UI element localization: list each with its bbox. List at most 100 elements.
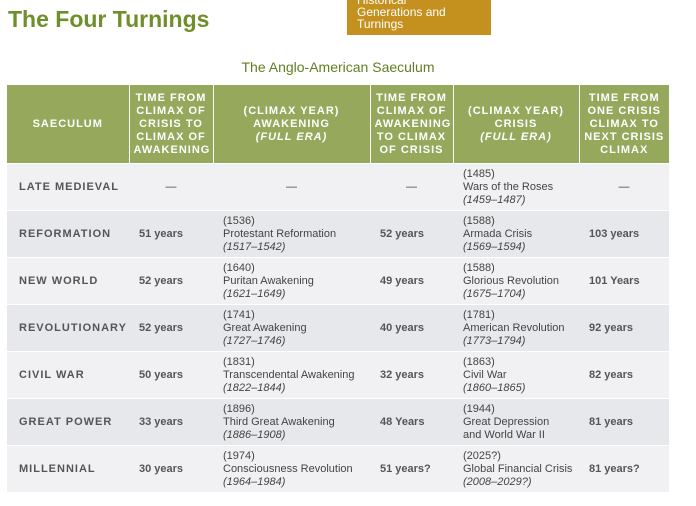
column-header: TIME FROM CLIMAX OF CRISIS TO CLIMAX OF …	[128, 85, 213, 164]
saeculum-cell: Civil War	[7, 351, 129, 399]
value-cell: 48 Years	[370, 398, 453, 446]
event-era: (1822–1844)	[223, 381, 286, 394]
cell-text: —	[618, 180, 630, 193]
cell-text: 49 years	[380, 274, 425, 287]
saeculum-cell: Revolutionary	[7, 304, 129, 352]
value-cell: 81 years	[579, 398, 669, 446]
column-header: TIME FROM CLIMAX OF AWAKENING TO CLIMAX …	[369, 85, 453, 164]
column-header: SAECULUM	[7, 85, 129, 164]
event-year: (1485)	[463, 167, 495, 180]
value-cell: 32 years	[370, 351, 453, 399]
event-name: Glorious Revolution	[463, 274, 559, 287]
event-cell: (1831) Transcendental Awakening (1822–1844…	[213, 351, 370, 399]
saeculum-cell: Late Medieval	[7, 163, 129, 211]
event-year: (2025?)	[463, 449, 501, 462]
cell-text: 52 years	[139, 274, 184, 287]
table-row: Late Medieval — — — (1485) Wars of the Roses(…	[7, 163, 669, 211]
cell-text: —	[165, 180, 177, 193]
value-cell: 50 years	[129, 351, 213, 399]
event-name: Great Depression	[463, 415, 550, 428]
header-row: SAECULUM TIME FROM CLIMAX OF CRISIS TO CL…	[7, 85, 669, 164]
event-cell: (1536) Protestant Reformation (1517–1542)	[213, 210, 370, 258]
event-name: Protestant Reformation	[223, 227, 337, 240]
column-header: (CLIMAX YEAR) AWAKENING (FULL ERA)	[212, 85, 370, 164]
event-year: (1863)	[463, 355, 495, 368]
event-year: (1831)	[223, 355, 255, 368]
table-row: Civil War 50 years (1831) Transcendental Aw…	[7, 351, 669, 399]
event-era: (1964–1984)	[223, 475, 286, 488]
cell-text: 82 years	[589, 368, 634, 381]
cell-text: 92 years	[589, 321, 634, 334]
event-name: Puritan Awakening	[223, 274, 314, 287]
event-name: American Revolution	[463, 321, 565, 334]
value-cell: 101 Years	[579, 257, 669, 305]
table-row: Millennial 30 years (1974) Consciousness Re…	[7, 445, 669, 492]
header-em: (FULL ERA)	[255, 130, 328, 143]
header-text: TIME FROM CLIMAX OF AWAKENING TO CLIMAX …	[374, 91, 452, 156]
event-era: (1621–1649)	[223, 287, 286, 300]
event-era: (1675–1704)	[463, 287, 526, 300]
event-name: Global Financial Crisis	[463, 462, 573, 475]
nav-box[interactable]: Historical Generations and Turnings	[347, 0, 491, 35]
value-cell: —	[579, 163, 669, 211]
event-year: (1781)	[463, 308, 495, 321]
cell-text: 50 years	[139, 368, 184, 381]
event-year: (1588)	[463, 261, 495, 274]
cell-text: 103 years	[589, 227, 640, 240]
value-cell: —	[213, 163, 370, 211]
event-era: (1886–1908)	[223, 428, 286, 441]
value-cell: 82 years	[579, 351, 669, 399]
value-cell: 103 years	[579, 210, 669, 258]
table-row: Reformation 51 years (1536) Protestant Refo…	[7, 210, 669, 258]
value-cell: 51 years?	[370, 445, 453, 492]
value-cell: 92 years	[579, 304, 669, 352]
header-em: (FULL ERA)	[480, 130, 552, 143]
event-cell: (1741) Great Awakening (1727–1746)	[213, 304, 370, 352]
event-era: (1860–1865)	[463, 381, 526, 394]
event-cell: (1781) American Revolution (1773–1794)	[453, 304, 579, 352]
value-cell: —	[129, 163, 213, 211]
cell-text: 81 years?	[589, 462, 640, 475]
header-text: SAECULUM	[32, 117, 103, 130]
value-cell: 30 years	[129, 445, 213, 492]
value-cell: 49 years	[370, 257, 453, 305]
event-era: (1517–1542)	[223, 240, 286, 253]
event-cell: (2025?) Global Financial Crisis (2008–2029…	[453, 445, 579, 492]
cell-text: 40 years	[380, 321, 425, 334]
cell-text: 33 years	[139, 415, 184, 428]
column-header: TIME FROM ONE CRISIS CLIMAX TO NEXT CRIS…	[578, 85, 669, 164]
header-text: (CLIMAX YEAR) AWAKENING	[243, 104, 340, 130]
event-cell: (1588) Glorious Revolution (1675–1704)	[453, 257, 579, 305]
column-header: (CLIMAX YEAR) CRISIS (FULL ERA)	[452, 85, 579, 164]
cell-text: 51 years?	[380, 462, 431, 475]
event-cell: (1944) Great Depression and World War II	[453, 398, 579, 446]
event-name: Consciousness Revolution	[223, 462, 353, 475]
event-name: and World War II	[463, 428, 545, 441]
event-year: (1741)	[223, 308, 255, 321]
nav-box-label: Historical Generations and Turnings	[357, 0, 446, 31]
event-cell: (1974) Consciousness Revolution (1964–1984…	[213, 445, 370, 492]
cell-text: 81 years	[589, 415, 634, 428]
event-name: Civil War	[463, 368, 507, 381]
event-era: (1459–1487)	[463, 193, 526, 206]
table-row: Great Power 33 years (1896) Third Great Awa…	[7, 398, 669, 446]
event-name: Transcendental Awakening	[223, 368, 355, 381]
event-era: (1569–1594)	[463, 240, 526, 253]
table-row: Revolutionary 52 years (1741) Great Awakeni…	[7, 304, 669, 352]
cell-text: 52 years	[380, 227, 425, 240]
saeculum-cell: New World	[7, 257, 129, 305]
cell-text: Reformation	[19, 227, 112, 240]
event-cell: (1640) Puritan Awakening (1621–1649)	[213, 257, 370, 305]
value-cell: 33 years	[129, 398, 213, 446]
event-year: (1896)	[223, 402, 255, 415]
saeculum-cell: Reformation	[7, 210, 129, 258]
value-cell: 52 years	[370, 210, 453, 258]
cell-text: Late Medieval	[19, 180, 119, 193]
table-caption: The Anglo-American Saeculum	[241, 59, 435, 75]
event-year: (1944)	[463, 402, 495, 415]
cell-text: 101 Years	[589, 274, 640, 287]
value-cell: 51 years	[129, 210, 213, 258]
value-cell: 52 years	[129, 257, 213, 305]
cell-text: 30 years	[139, 462, 184, 475]
page-title: The Four Turnings	[8, 6, 210, 32]
